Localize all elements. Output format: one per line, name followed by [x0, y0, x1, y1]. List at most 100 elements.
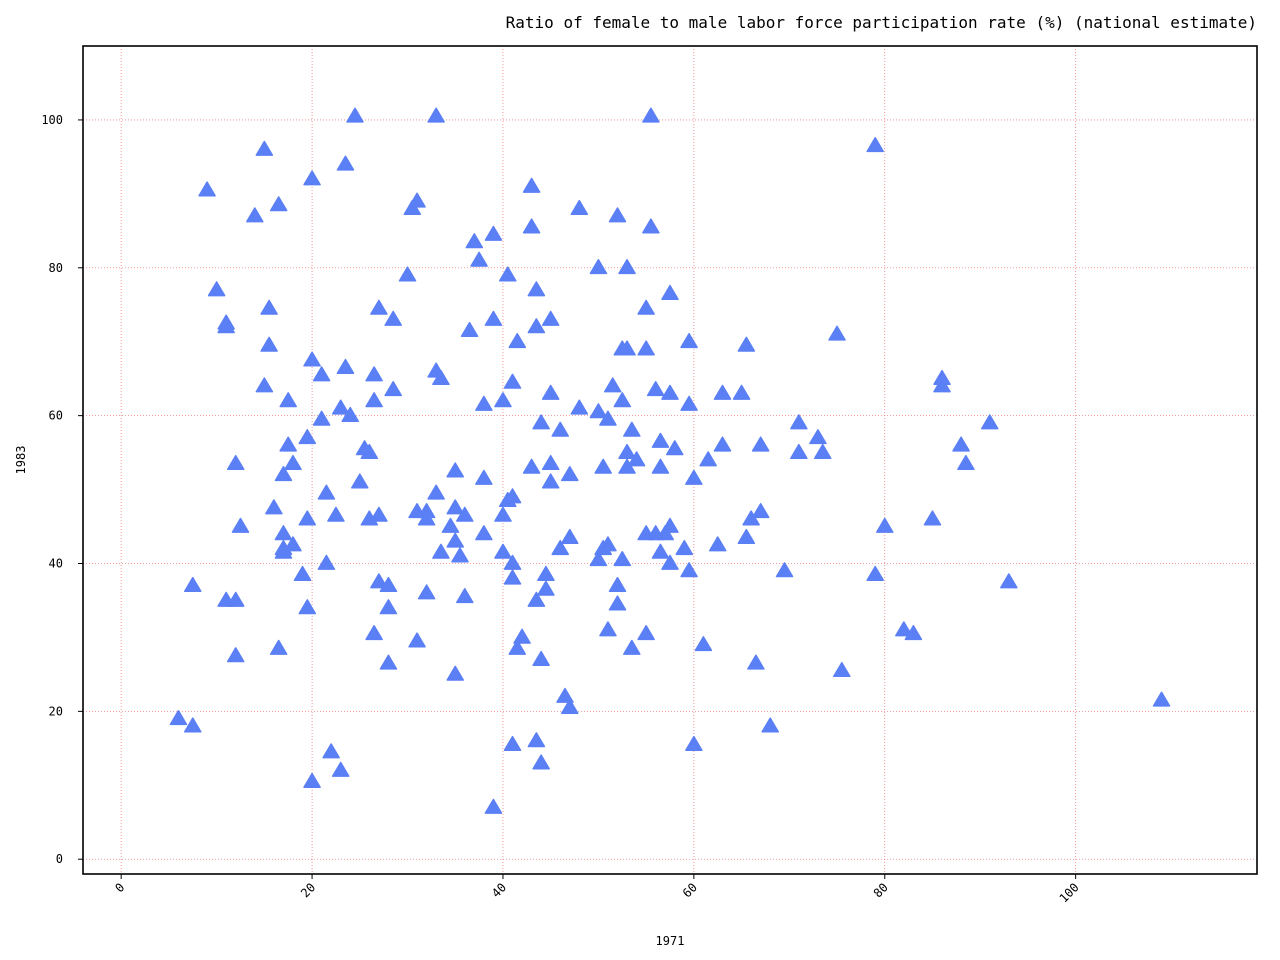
data-point: [532, 754, 550, 770]
data-point: [685, 469, 703, 485]
y-tick-label: 100: [41, 113, 63, 127]
x-tick-label: 60: [680, 880, 700, 900]
data-point: [694, 636, 713, 652]
data-point: [327, 506, 345, 522]
data-point: [527, 318, 546, 334]
data-point: [298, 510, 317, 526]
data-point: [503, 373, 522, 389]
data-point: [651, 458, 670, 474]
y-axis-label: 1983: [14, 446, 28, 475]
data-point: [603, 377, 622, 393]
data-point: [317, 484, 336, 500]
data-point: [265, 499, 283, 515]
data-point: [618, 259, 636, 275]
data-point: [484, 225, 503, 241]
data-point: [541, 310, 560, 326]
data-point: [761, 717, 779, 733]
data-point: [379, 599, 398, 615]
data-point: [570, 399, 589, 415]
data-point: [269, 196, 288, 212]
data-point: [675, 539, 694, 556]
data-point: [637, 299, 655, 315]
data-point: [589, 551, 608, 567]
data-point: [260, 299, 278, 315]
data-point: [952, 436, 970, 452]
data-point: [494, 392, 512, 408]
data-point: [637, 624, 655, 641]
x-tick-label: 80: [871, 880, 891, 900]
data-point: [775, 562, 794, 578]
data-point: [541, 473, 560, 489]
data-point: [465, 233, 484, 249]
data-point: [527, 281, 546, 297]
data-point: [527, 732, 546, 748]
data-point: [417, 584, 436, 600]
data-point: [613, 392, 632, 408]
data-point: [451, 547, 469, 563]
data-point: [527, 591, 546, 607]
data-point: [828, 325, 846, 341]
data-point: [184, 576, 202, 593]
data-point: [561, 528, 579, 544]
data-point: [623, 421, 641, 437]
data-point: [427, 107, 445, 123]
data-point: [427, 484, 445, 500]
data-point: [713, 436, 732, 452]
data-point: [594, 458, 612, 474]
data-point: [279, 392, 297, 408]
data-point: [446, 462, 464, 478]
data-point: [217, 314, 235, 330]
data-point: [599, 621, 617, 637]
data-point: [284, 536, 302, 552]
data-point: [303, 351, 321, 367]
data-point: [541, 384, 560, 400]
data-point: [408, 192, 426, 208]
y-tick-label: 60: [49, 409, 63, 423]
data-point: [646, 381, 665, 397]
data-point: [226, 454, 245, 471]
data-point: [713, 384, 732, 400]
data-point: [680, 395, 698, 411]
data-point: [532, 650, 550, 666]
data-point: [274, 525, 293, 541]
plot-frame: [82, 45, 1258, 875]
data-point: [699, 451, 717, 467]
data-point: [503, 735, 522, 751]
data-point: [312, 366, 331, 382]
y-tick-label: 40: [49, 557, 63, 571]
data-point: [570, 199, 589, 215]
data-point: [398, 266, 417, 282]
data-point: [613, 551, 632, 567]
data-point: [589, 259, 608, 275]
data-point: [503, 569, 522, 585]
data-point: [379, 576, 398, 593]
data-point: [556, 687, 574, 703]
data-point: [532, 414, 550, 430]
data-point: [365, 366, 383, 382]
data-point: [866, 137, 884, 153]
data-point: [537, 580, 555, 596]
data-point: [298, 599, 317, 615]
data-point: [269, 639, 288, 655]
data-point: [642, 107, 660, 123]
data-point: [513, 628, 531, 644]
data-point: [599, 536, 617, 552]
data-point: [680, 562, 698, 578]
data-point: [255, 377, 274, 393]
data-point: [685, 735, 703, 751]
data-point: [503, 488, 522, 504]
data-point: [680, 332, 698, 349]
data-point: [293, 565, 312, 581]
data-point: [484, 798, 503, 814]
data-point: [813, 443, 832, 459]
data-point: [303, 772, 321, 788]
data-point: [346, 107, 364, 123]
data-point: [732, 384, 751, 400]
data-point: [198, 181, 216, 197]
chart-title: Ratio of female to male labor force part…: [506, 13, 1257, 32]
data-point: [379, 654, 398, 670]
data-point: [494, 506, 512, 522]
data-point: [303, 170, 321, 186]
data-point: [470, 251, 488, 267]
